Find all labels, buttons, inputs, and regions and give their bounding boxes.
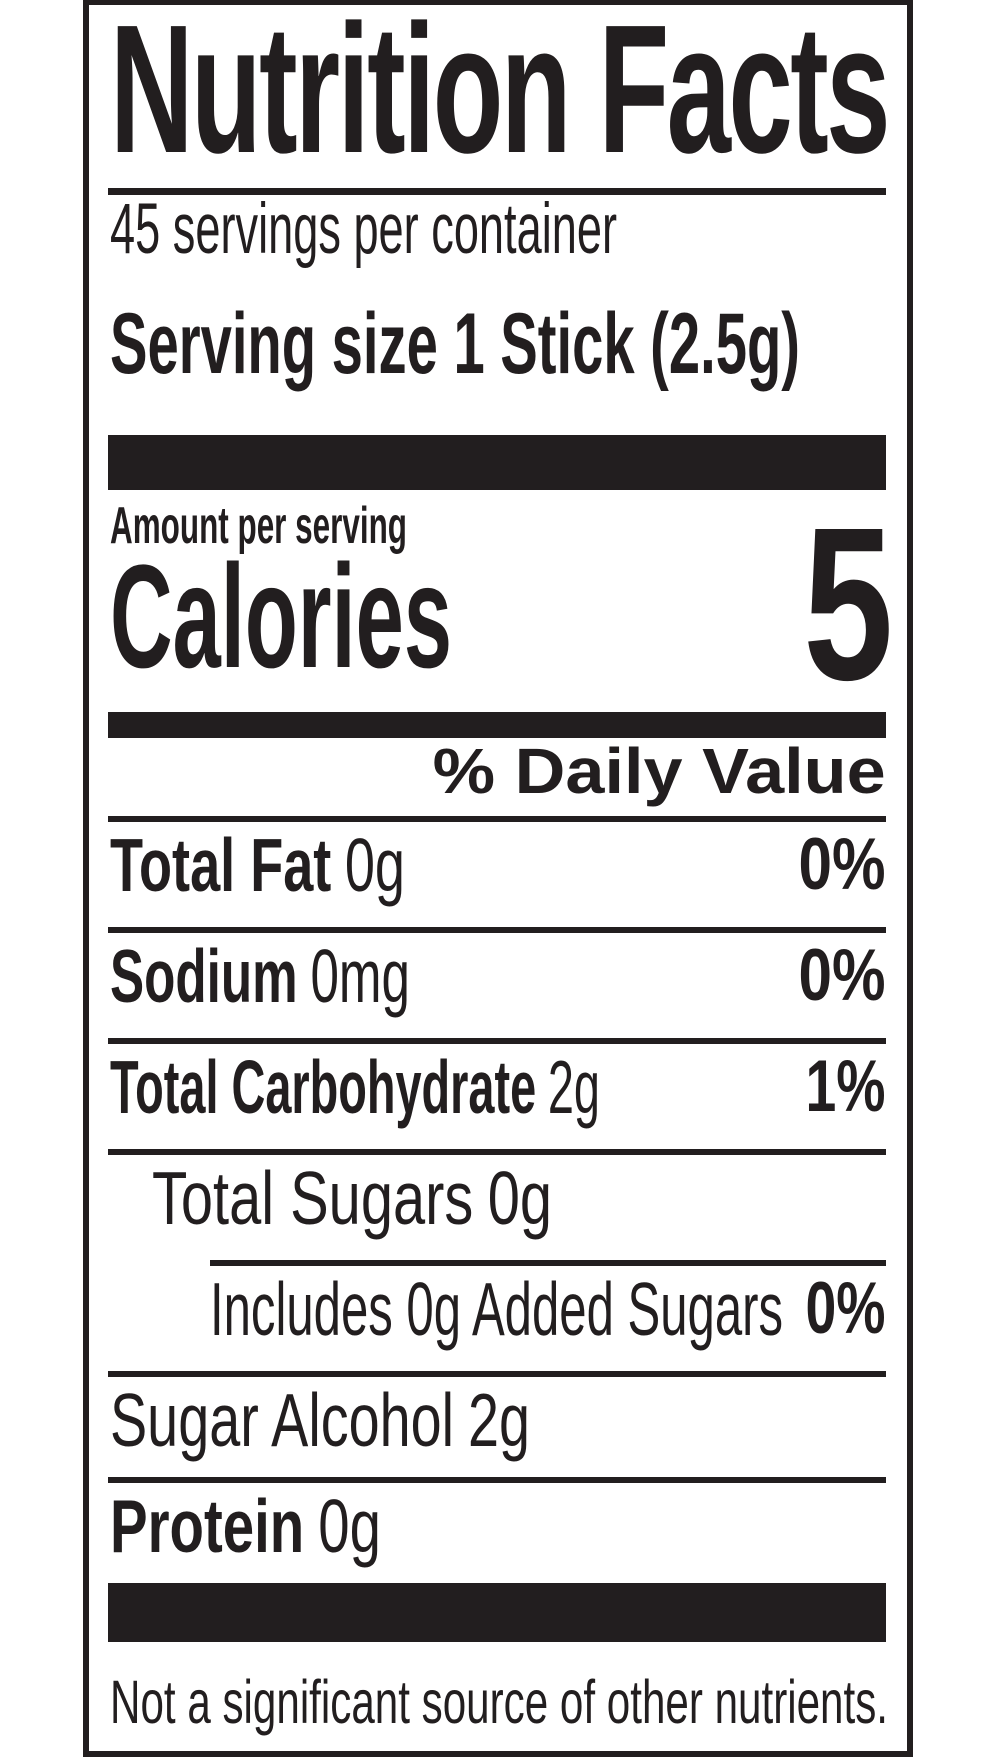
nutrient-name: Includes 0g Added Sugars (210, 1267, 783, 1351)
nutrient-name: Sodium (110, 934, 298, 1018)
nutrient-dv: 0% (799, 824, 886, 905)
nutrient-dv: 1% (806, 1046, 886, 1127)
servings-per-container-text: 45 servings per container (110, 190, 617, 269)
label-title: Nutrition Facts (110, 0, 1000, 180)
calories-label: Calories (110, 544, 690, 691)
nutrient-text: Total Carbohydrate 2g (110, 1050, 600, 1125)
nutrient-name: Total Carbohydrate (110, 1045, 537, 1129)
nutrient-amount: 0mg (310, 934, 410, 1018)
nutrient-dv: 0% (806, 1268, 886, 1349)
nutrient-text: Total Sugars 0g (152, 1161, 552, 1236)
servings-per-container: 45 servings per container (110, 194, 907, 265)
label-title-text: Nutrition Facts (110, 0, 891, 191)
nutrient-name: Total Fat (110, 823, 332, 907)
separator-bar-thick-bottom (108, 1583, 886, 1642)
row-total-sugars: Total Sugars 0g (152, 1161, 671, 1236)
row-sugar-alcohol: Sugar Alcohol 2g (110, 1383, 675, 1458)
nutrient-amount: 2g (467, 1378, 530, 1462)
calories-value-text: 5 (803, 483, 893, 726)
divider-4 (108, 1149, 886, 1155)
row-total-carbohydrate-dv: 1% (780, 1050, 886, 1123)
row-total-fat: Total Fat 0g (110, 828, 519, 903)
nutrient-name: Protein (110, 1484, 305, 1568)
nutrient-text: Sugar Alcohol 2g (110, 1383, 530, 1458)
divider-title (108, 188, 886, 195)
nutrient-text: Total Fat 0g (110, 828, 405, 903)
row-sodium-dv: 0% (780, 939, 886, 1012)
nutrient-amount: 0g (344, 823, 405, 907)
footnote-text: Not a significant source of other nutrie… (110, 1668, 888, 1736)
row-sodium: Sodium 0mg (110, 939, 550, 1014)
nutrient-name: Total Sugars (152, 1156, 474, 1240)
nutrient-text: Sodium 0mg (110, 939, 410, 1014)
serving-size-text: Serving size 1 Stick (2.5g) (110, 296, 800, 392)
divider-6 (108, 1371, 886, 1377)
nutrient-name: Sugar Alcohol (110, 1378, 455, 1462)
nutrition-facts-label: Nutrition Facts 45 servings per containe… (83, 0, 913, 1757)
row-added-sugars: Includes 0g Added Sugars (210, 1272, 1000, 1347)
calories-label-text: Calories (110, 535, 452, 699)
nutrient-amount: 2g (547, 1045, 600, 1129)
row-total-fat-dv: 0% (780, 828, 886, 901)
row-added-sugars-dv: 0% (780, 1272, 886, 1345)
amount-per-serving-text: Amount per serving (110, 497, 407, 555)
nutrient-amount: 0g (487, 1156, 552, 1240)
separator-bar-medium (108, 712, 886, 738)
nutrient-text: Includes 0g Added Sugars (210, 1272, 783, 1347)
calories-value: 5 (772, 496, 893, 714)
amount-per-serving: Amount per serving (110, 500, 601, 552)
nutrient-dv: 0% (799, 935, 886, 1016)
row-total-carbohydrate: Total Carbohydrate 2g (110, 1050, 894, 1125)
divider-2 (108, 927, 886, 933)
serving-size: Serving size 1 Stick (2.5g) (110, 301, 1000, 387)
daily-value-header: % Daily Value (433, 739, 886, 803)
row-protein: Protein 0g (110, 1489, 471, 1564)
divider-7 (108, 1477, 886, 1483)
divider-5 (210, 1260, 886, 1266)
nutrient-amount: 0g (318, 1484, 381, 1568)
divider-3 (108, 1038, 886, 1044)
divider-1 (108, 816, 886, 822)
footnote: Not a significant source of other nutrie… (110, 1672, 1000, 1733)
daily-value-header-text: % Daily Value (432, 735, 886, 807)
separator-bar-thick-top (108, 435, 886, 490)
nutrient-text: Protein 0g (110, 1489, 381, 1564)
